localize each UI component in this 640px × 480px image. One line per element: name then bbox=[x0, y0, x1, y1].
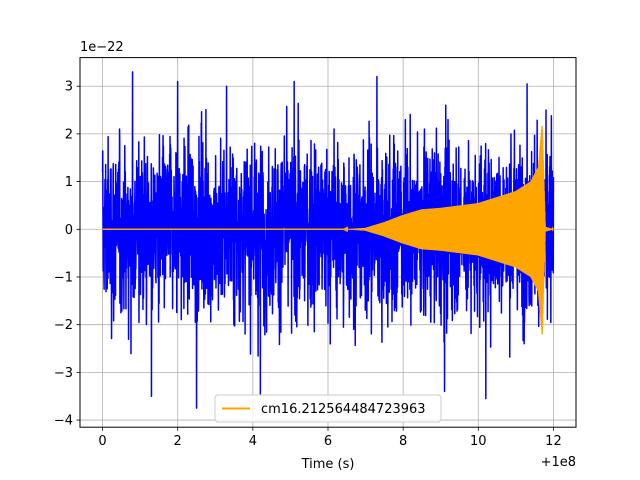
y-tick-label: 2 bbox=[65, 127, 73, 142]
legend-box bbox=[214, 394, 442, 423]
y-scale-label: 1e−22 bbox=[80, 40, 124, 55]
x-tick-label: 4 bbox=[249, 434, 257, 449]
legend: cm16.212564484723963 bbox=[214, 394, 442, 423]
y-tick-label: −3 bbox=[54, 366, 73, 381]
y-tick-label: 1 bbox=[65, 175, 73, 190]
y-tick-label: −1 bbox=[54, 270, 73, 285]
y-tick-label: −2 bbox=[54, 318, 73, 333]
x-tick-label: 0 bbox=[98, 434, 106, 449]
series-layer bbox=[101, 71, 555, 409]
x-tick-label: 10 bbox=[470, 434, 487, 449]
y-tick-label: −4 bbox=[54, 414, 73, 429]
y-tick-label: 0 bbox=[65, 223, 73, 238]
x-tick-label: 6 bbox=[324, 434, 332, 449]
x-tick-label: 8 bbox=[399, 434, 407, 449]
series-chirp-line bbox=[102, 126, 554, 335]
y-axis: −4 −3 −2 −1 0 1 2 3 bbox=[54, 80, 80, 429]
x-axis: 0 2 4 6 8 10 12 bbox=[98, 427, 562, 449]
x-offset-label: +1e8 bbox=[541, 455, 576, 470]
x-tick-label: 12 bbox=[545, 434, 562, 449]
x-axis-label: Time (s) bbox=[301, 457, 355, 472]
y-tick-label: 3 bbox=[65, 80, 73, 95]
x-tick-label: 2 bbox=[174, 434, 182, 449]
legend-label: cm16.212564484723963 bbox=[261, 402, 426, 417]
